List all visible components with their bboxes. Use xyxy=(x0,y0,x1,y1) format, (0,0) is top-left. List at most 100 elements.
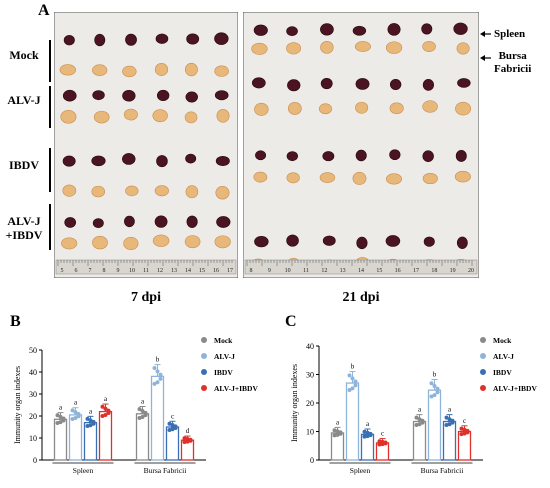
bursa-sample xyxy=(389,102,404,114)
bursa-sample xyxy=(286,172,300,184)
bursa-sample xyxy=(123,108,138,121)
significance-letter: c xyxy=(171,412,174,420)
data-point xyxy=(70,416,75,421)
bar xyxy=(427,389,442,461)
significance-letter: a xyxy=(89,407,93,415)
y-tick-label: 50 xyxy=(29,346,37,355)
data-point xyxy=(350,386,355,391)
group-label-alvj: ALV-J xyxy=(7,93,41,107)
data-point xyxy=(362,434,367,439)
data-point xyxy=(140,409,145,414)
ruler-digit: 12 xyxy=(157,268,163,274)
spleen-sample xyxy=(356,236,368,250)
ruler-digit: 15 xyxy=(376,268,382,274)
bursa-sample xyxy=(385,41,403,54)
bursa-sample xyxy=(422,41,436,52)
ruler-digit: 8 xyxy=(103,268,106,274)
spleen-sample xyxy=(322,235,336,246)
spleen-sample xyxy=(216,216,231,228)
data-point xyxy=(58,414,63,419)
data-point xyxy=(462,431,467,436)
spleen-sample xyxy=(62,155,76,167)
legend-marker xyxy=(480,337,486,343)
spleen-sample xyxy=(455,150,467,162)
bursa-sample xyxy=(93,110,110,124)
spleen-sample xyxy=(92,90,105,101)
data-point xyxy=(155,380,160,385)
group-label-mock: Mock xyxy=(9,48,39,62)
y-tick-label: 20 xyxy=(29,412,37,421)
chart-c: C 0 10 20 30 40 Immunity organ indexes Spleen a b… xyxy=(285,313,537,486)
data-point xyxy=(420,418,425,423)
ruler-digit: 6 xyxy=(75,268,78,274)
significance-letter: a xyxy=(366,420,370,428)
data-point xyxy=(55,413,60,418)
legend-marker xyxy=(480,353,486,359)
bursa-sample xyxy=(422,172,438,185)
data-point xyxy=(450,418,455,423)
spleen-sample xyxy=(154,215,168,228)
spleen-sample xyxy=(286,234,299,247)
spleen-sample xyxy=(422,150,434,162)
ruler-digit: 11 xyxy=(143,268,149,274)
data-point xyxy=(167,427,172,432)
bursa-sample xyxy=(214,65,229,77)
panel-a-letter: A xyxy=(38,2,50,19)
data-point xyxy=(335,432,340,437)
spleen-sample xyxy=(185,91,198,103)
spleen-sample xyxy=(352,25,367,36)
bursa-sample xyxy=(125,185,139,197)
data-point xyxy=(444,415,449,420)
spleen-sample xyxy=(287,79,301,92)
spleen-sample xyxy=(156,155,168,168)
spleen-sample xyxy=(94,33,106,47)
group-label-alvj-ibdv: ALV-J +IBDV xyxy=(5,214,43,242)
data-point xyxy=(85,416,90,421)
significance-letter: a xyxy=(418,406,422,414)
spleen-sample xyxy=(214,90,229,101)
y-tick-label: 20 xyxy=(306,399,314,408)
ruler-digit: 11 xyxy=(303,268,309,274)
panel-letter: B xyxy=(10,313,21,330)
ruler-digit: 16 xyxy=(395,268,401,274)
spleen-sample xyxy=(389,149,401,161)
ruler-digit: 8 xyxy=(250,268,253,274)
spleen-sample xyxy=(92,218,104,229)
legend-marker xyxy=(480,385,486,391)
data-point xyxy=(137,415,142,420)
bursa-sample xyxy=(254,102,269,116)
bursa-sample xyxy=(354,41,371,52)
significance-letter: a xyxy=(59,404,63,412)
data-point xyxy=(417,417,422,422)
bursa-sample xyxy=(456,42,470,55)
data-point xyxy=(462,427,467,432)
spleen-sample xyxy=(453,22,468,35)
bursa-sample xyxy=(319,172,336,183)
x-axis-label: 7 days post infection xyxy=(91,485,157,486)
spleen-sample xyxy=(253,24,268,36)
data-point xyxy=(459,426,464,431)
bursa-sample xyxy=(123,236,139,251)
category-label: Spleen xyxy=(73,466,94,475)
ruler-digit: 14 xyxy=(358,268,364,274)
panel-letter: C xyxy=(285,313,297,330)
data-point xyxy=(377,442,382,447)
category-label: Bursa Fabricii xyxy=(144,466,187,475)
bursa-sample xyxy=(422,100,438,113)
ruler-digit: 18 xyxy=(431,268,437,274)
y-tick-label: 10 xyxy=(29,434,37,443)
significance-letter: a xyxy=(141,397,145,405)
x-axis-label: 21 days post infection xyxy=(366,485,436,486)
data-point xyxy=(353,379,358,384)
ruler-digit: 13 xyxy=(171,268,177,274)
data-point xyxy=(58,420,63,425)
significance-letter: a xyxy=(336,418,340,426)
group-bracket-alvj-ibdv xyxy=(49,204,51,250)
bursa-sample xyxy=(216,109,230,123)
data-point xyxy=(377,439,382,444)
ruler-digit: 15 xyxy=(199,268,205,274)
spleen-sample xyxy=(423,236,435,247)
ruler-digit: 17 xyxy=(413,268,419,274)
data-point xyxy=(73,416,78,421)
data-point xyxy=(185,439,190,444)
